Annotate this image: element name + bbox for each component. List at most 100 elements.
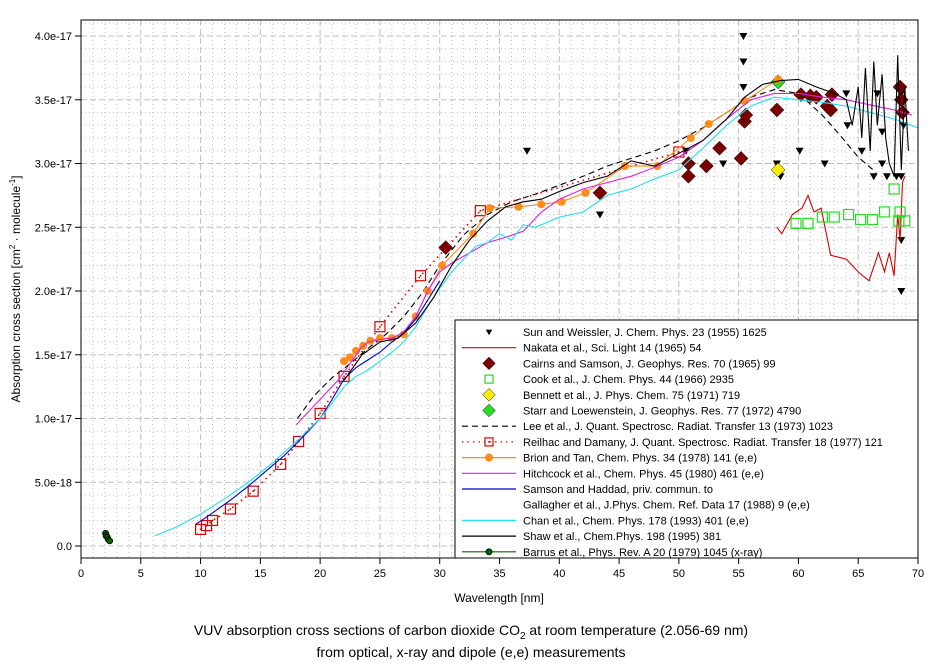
y-axis-title-suffix: ]	[9, 175, 23, 178]
data-point	[275, 458, 287, 470]
legend-entry: Sun and Weissler, J. Chem. Phys. 23 (195…	[485, 327, 767, 339]
series-4	[770, 162, 786, 178]
x-tick-label: 45	[613, 568, 625, 580]
x-tick-label: 70	[912, 568, 924, 580]
legend-box	[454, 319, 919, 559]
legend-marker-swatch	[482, 356, 496, 371]
series-13	[102, 529, 114, 545]
y-tick-label: 1.5e-17	[35, 350, 72, 362]
legend-label: Starr and Loewenstein, J. Geophys. Res. …	[523, 406, 801, 418]
x-axis-title: Wavelength [nm]	[454, 591, 544, 605]
data-point	[414, 270, 427, 282]
data-point	[537, 200, 546, 209]
legend-entry: Chan et al., Chem. Phys. 178 (1993) 401 …	[462, 515, 749, 527]
y-tick-label: 0.0	[57, 541, 72, 553]
data-point	[882, 173, 891, 181]
chart-title-suffix: at room temperature (2.056-69 nm)	[525, 622, 749, 638]
data-point	[769, 102, 785, 118]
legend-label: Gallagher et al., J.Phys. Chem. Ref. Dat…	[523, 500, 810, 512]
data-point	[712, 140, 727, 156]
data-point	[802, 217, 814, 230]
series-1	[776, 176, 906, 282]
data-point	[770, 162, 786, 178]
series-0	[523, 33, 908, 295]
legend-entry: Hitchcock et al., Chem. Phys. 45 (1980) …	[462, 468, 764, 480]
data-point	[699, 158, 714, 174]
legend-marker-swatch	[485, 453, 493, 462]
x-tick-label: 35	[493, 568, 505, 580]
data-point	[866, 214, 879, 226]
data-point	[790, 217, 802, 230]
y-axis-title-prefix: Absorption cross section [cm	[9, 249, 23, 402]
x-tick-label: 5	[138, 568, 144, 580]
series-line	[296, 89, 877, 419]
series-line	[154, 96, 919, 537]
x-tick-label: 30	[434, 568, 446, 580]
legend-entry: Cook et al., J. Chem. Phys. 44 (1966) 29…	[484, 374, 734, 386]
axes: 0 5 10 15 20 25 30 35 40 45 50 55 60 65 70 0.0 5.0e-18 1.…	[35, 31, 924, 580]
legend-entry: Bennett et al., J. Phys. Chem. 75 (1971)…	[482, 388, 740, 402]
legend-marker-swatch	[485, 548, 493, 556]
data-point	[374, 321, 386, 333]
data-point	[581, 188, 590, 197]
data-point-dot	[379, 325, 381, 328]
chart-title-subscript: 2	[519, 630, 526, 642]
chart-title-prefix: VUV absorption cross sections of carbon …	[193, 622, 520, 638]
legend-marker-swatch-dot	[488, 441, 490, 443]
data-point	[897, 288, 906, 295]
legend-label: Nakata et al., Sci. Light 14 (1965) 54	[523, 343, 702, 355]
data-point	[293, 435, 305, 448]
x-tick-label: 20	[314, 568, 326, 580]
data-point	[855, 214, 867, 226]
data-point	[857, 147, 866, 155]
legend-label: Cairns and Samson, J. Geophys. Res. 70 (…	[523, 358, 776, 370]
legend-marker-swatch	[482, 388, 496, 402]
data-point	[681, 168, 696, 184]
y-tick-label: 5.0e-18	[35, 477, 72, 489]
data-point-dot	[678, 151, 680, 153]
data-point	[247, 485, 259, 497]
data-point	[719, 160, 728, 168]
data-point	[823, 102, 839, 118]
data-point	[893, 215, 905, 227]
data-point	[106, 537, 114, 545]
data-point	[795, 147, 804, 155]
data-point-dot	[229, 508, 232, 510]
data-point	[888, 183, 900, 195]
data-point	[739, 58, 748, 66]
legend-label: Brion and Tan, Chem. Phys. 34 (1978) 141…	[523, 453, 757, 465]
data-point	[206, 514, 219, 527]
legend-marker-swatch	[485, 329, 493, 336]
legend-marker-swatch	[482, 403, 496, 418]
data-point-dot	[419, 274, 422, 277]
legend-entry: Nakata et al., Sci. Light 14 (1965) 54	[462, 343, 702, 355]
x-tick-label: 50	[673, 568, 685, 580]
data-point	[224, 503, 237, 515]
x-tick-label: 60	[792, 568, 804, 580]
data-point	[557, 197, 566, 206]
data-point	[739, 33, 748, 40]
data-point-dot	[343, 375, 345, 378]
legend-label: Bennett et al., J. Phys. Chem. 75 (1971)…	[523, 390, 740, 402]
data-point	[704, 119, 713, 128]
series-6	[296, 89, 877, 419]
x-tick-label: 40	[553, 568, 565, 580]
series-9	[295, 92, 913, 426]
data-point	[340, 357, 349, 366]
legend-label: Chan et al., Chem. Phys. 178 (1993) 401 …	[523, 515, 749, 527]
data-point-dot	[279, 463, 282, 466]
series-line	[343, 55, 909, 381]
y-axis-title-sup2: -1	[8, 178, 17, 186]
legend-label: Samson and Haddad, priv. commun. to	[523, 484, 713, 496]
legend-entry: Starr and Loewenstein, J. Geophys. Res. …	[482, 403, 801, 418]
data-point	[523, 147, 532, 155]
data-point	[469, 229, 478, 238]
y-axis-title-mid: · molecule	[9, 186, 23, 245]
y-tick-label: 2.5e-17	[35, 222, 72, 234]
legend-label: Shaw et al., Chem.Phys. 198 (1995) 381	[523, 531, 721, 543]
legend-label: Sun and Weissler, J. Chem. Phys. 23 (195…	[523, 327, 767, 339]
data-point	[595, 211, 604, 219]
legend-marker-swatch	[484, 374, 494, 384]
legend-entry: Cairns and Samson, J. Geophys. Res. 70 (…	[482, 356, 776, 371]
data-point-dot	[211, 519, 214, 522]
